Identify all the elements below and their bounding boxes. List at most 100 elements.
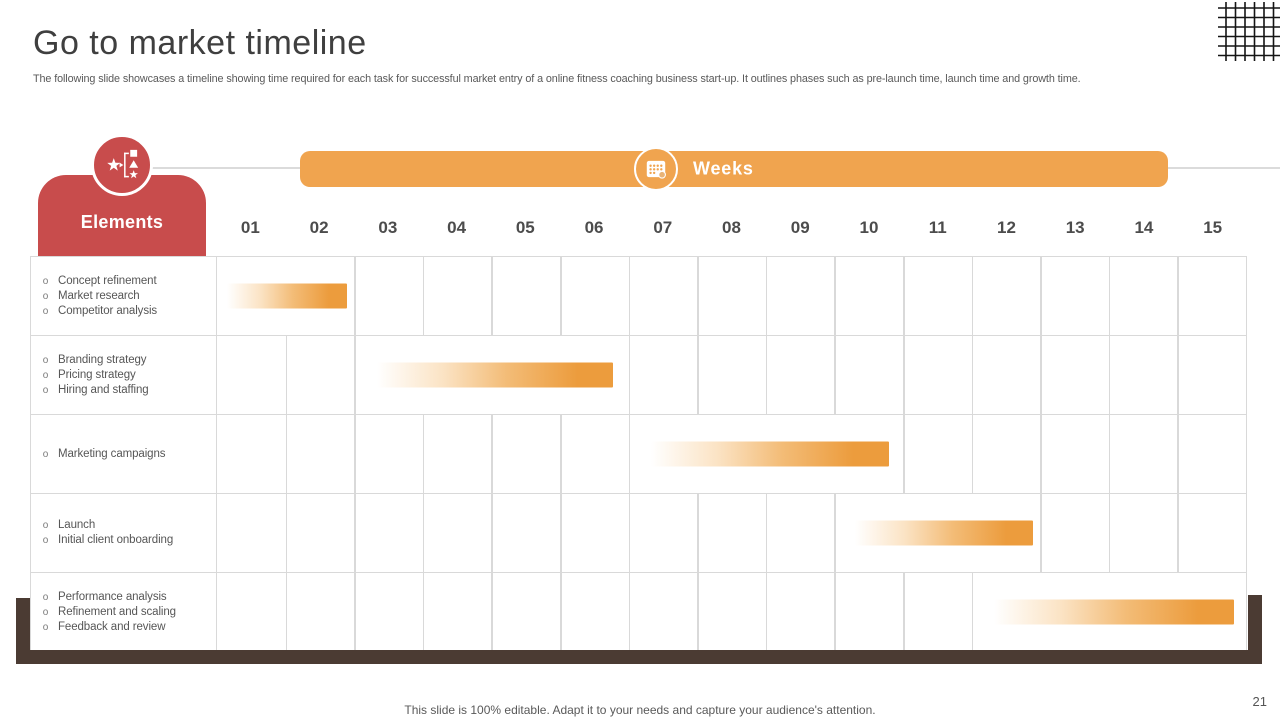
elements-header: Elements — [38, 175, 206, 256]
grid-line — [285, 573, 288, 651]
task-label: Initial client onboarding — [58, 534, 174, 546]
week-number: 13 — [1065, 218, 1085, 237]
grid-line — [422, 573, 425, 651]
week-number: 08 — [722, 218, 741, 237]
grid-line — [903, 257, 905, 335]
grid-line — [560, 494, 562, 572]
week-number: 07 — [653, 218, 673, 237]
bullet-marker: o — [42, 535, 49, 546]
frame-left-bar — [16, 598, 30, 664]
footer-note: This slide is 100% editable. Adapt it to… — [404, 703, 876, 717]
grid-line — [1040, 494, 1042, 572]
gantt-row: o Concept refinement o Market research o Comp… — [31, 257, 1246, 336]
gantt-table: o Concept refinement o Market research o Comp… — [30, 256, 1247, 652]
task-label: Branding strategy — [58, 353, 147, 366]
task-list-cell: o Performance analysis o Refinement and sca… — [31, 573, 217, 651]
grid-line — [765, 336, 768, 414]
weeks-label: Weeks — [693, 158, 754, 179]
task-label: Marketing campaigns — [58, 447, 166, 460]
grid-line — [628, 336, 631, 414]
task-label: Market research — [58, 289, 140, 302]
grid-line — [971, 336, 974, 414]
grid-line — [354, 415, 356, 493]
grid-line — [354, 494, 356, 572]
week-number: 01 — [240, 218, 260, 237]
grid-line — [1108, 415, 1111, 493]
grid-line — [765, 494, 768, 572]
task-label: Launch — [58, 519, 96, 531]
task-item: o Competitor analysis — [40, 304, 157, 319]
grid-line — [285, 494, 288, 572]
grid-line — [285, 336, 288, 414]
grid-line — [1108, 336, 1111, 414]
grid-line — [903, 336, 905, 414]
grid-line — [971, 573, 974, 651]
grid-line — [560, 573, 562, 651]
grid-line — [765, 573, 768, 651]
bullet-marker: o — [42, 606, 49, 618]
grid-line — [491, 494, 493, 572]
grid-line — [1040, 257, 1042, 335]
grid-line — [628, 415, 631, 493]
grid-line — [628, 494, 631, 572]
week-number: 06 — [584, 218, 604, 237]
bullet-marker: o — [42, 448, 49, 460]
week-number: 12 — [996, 218, 1016, 237]
week-number: 11 — [928, 218, 947, 237]
task-label: Pricing strategy — [58, 368, 136, 381]
grid-line — [422, 415, 425, 493]
grid-line — [1040, 415, 1042, 493]
frame-right-bar — [1248, 595, 1262, 664]
grid-line — [1177, 336, 1179, 414]
task-item: o Refinement and scaling — [40, 605, 176, 620]
task-item: o Launch — [40, 518, 173, 533]
task-item: o Branding strategy — [40, 353, 149, 368]
grid-line — [354, 257, 356, 335]
elements-label: Elements — [80, 212, 164, 232]
grid-line — [765, 257, 768, 335]
page-number: 21 — [1252, 694, 1267, 709]
grid-line — [491, 415, 493, 493]
grid-line — [628, 257, 631, 335]
grid-line — [903, 573, 905, 651]
task-item: o Pricing strategy — [40, 368, 149, 383]
task-item: o Hiring and staffing — [40, 383, 149, 398]
grid-line — [697, 336, 699, 414]
task-item: o Feedback and review — [40, 620, 176, 635]
week-number: 15 — [1203, 218, 1223, 237]
task-item: o Performance analysis — [40, 590, 176, 605]
gantt-grid-area — [217, 336, 1246, 414]
gantt-grid-area — [217, 573, 1246, 651]
calendar-icon — [634, 147, 678, 191]
grid-line — [1177, 257, 1179, 335]
task-label: Hiring and staffing — [58, 383, 149, 396]
bullet-marker: o — [42, 290, 49, 302]
gantt-row: o Performance analysis o Refinement and sca… — [31, 573, 1246, 652]
bullet-marker: o — [42, 354, 49, 366]
grid-line — [1108, 257, 1111, 335]
task-list-cell: o Concept refinement o Market research o Comp… — [31, 257, 217, 335]
grid-line — [834, 257, 836, 335]
grid-line — [971, 257, 974, 335]
week-numbers-row: 01 02 03 04 05 06 07 08 09 10 11 12 13 14 15 — [216, 200, 1247, 256]
bullet-marker: o — [42, 369, 49, 381]
week-number: 04 — [447, 218, 467, 237]
grid-line — [560, 415, 562, 493]
gantt-row: o Launch o Initial client onboarding — [31, 494, 1246, 573]
task-item: o Concept refinement — [40, 274, 157, 289]
page-title: Go to market timeline — [33, 24, 367, 62]
grid-pattern-decoration — [1216, 0, 1280, 64]
task-label: Concept refinement — [58, 274, 157, 287]
task-item: o Initial client onboarding — [40, 533, 174, 548]
gantt-grid-area — [217, 257, 1246, 335]
grid-line — [354, 336, 356, 414]
grid-line — [491, 257, 493, 335]
grid-line — [354, 573, 356, 651]
bullet-marker: o — [42, 384, 49, 396]
frame-bottom-bar — [16, 650, 1262, 664]
week-number: 02 — [309, 218, 329, 237]
grid-line — [697, 494, 699, 572]
gantt-bar — [376, 362, 613, 388]
weeks-header-bar: Weeks — [300, 147, 1168, 191]
